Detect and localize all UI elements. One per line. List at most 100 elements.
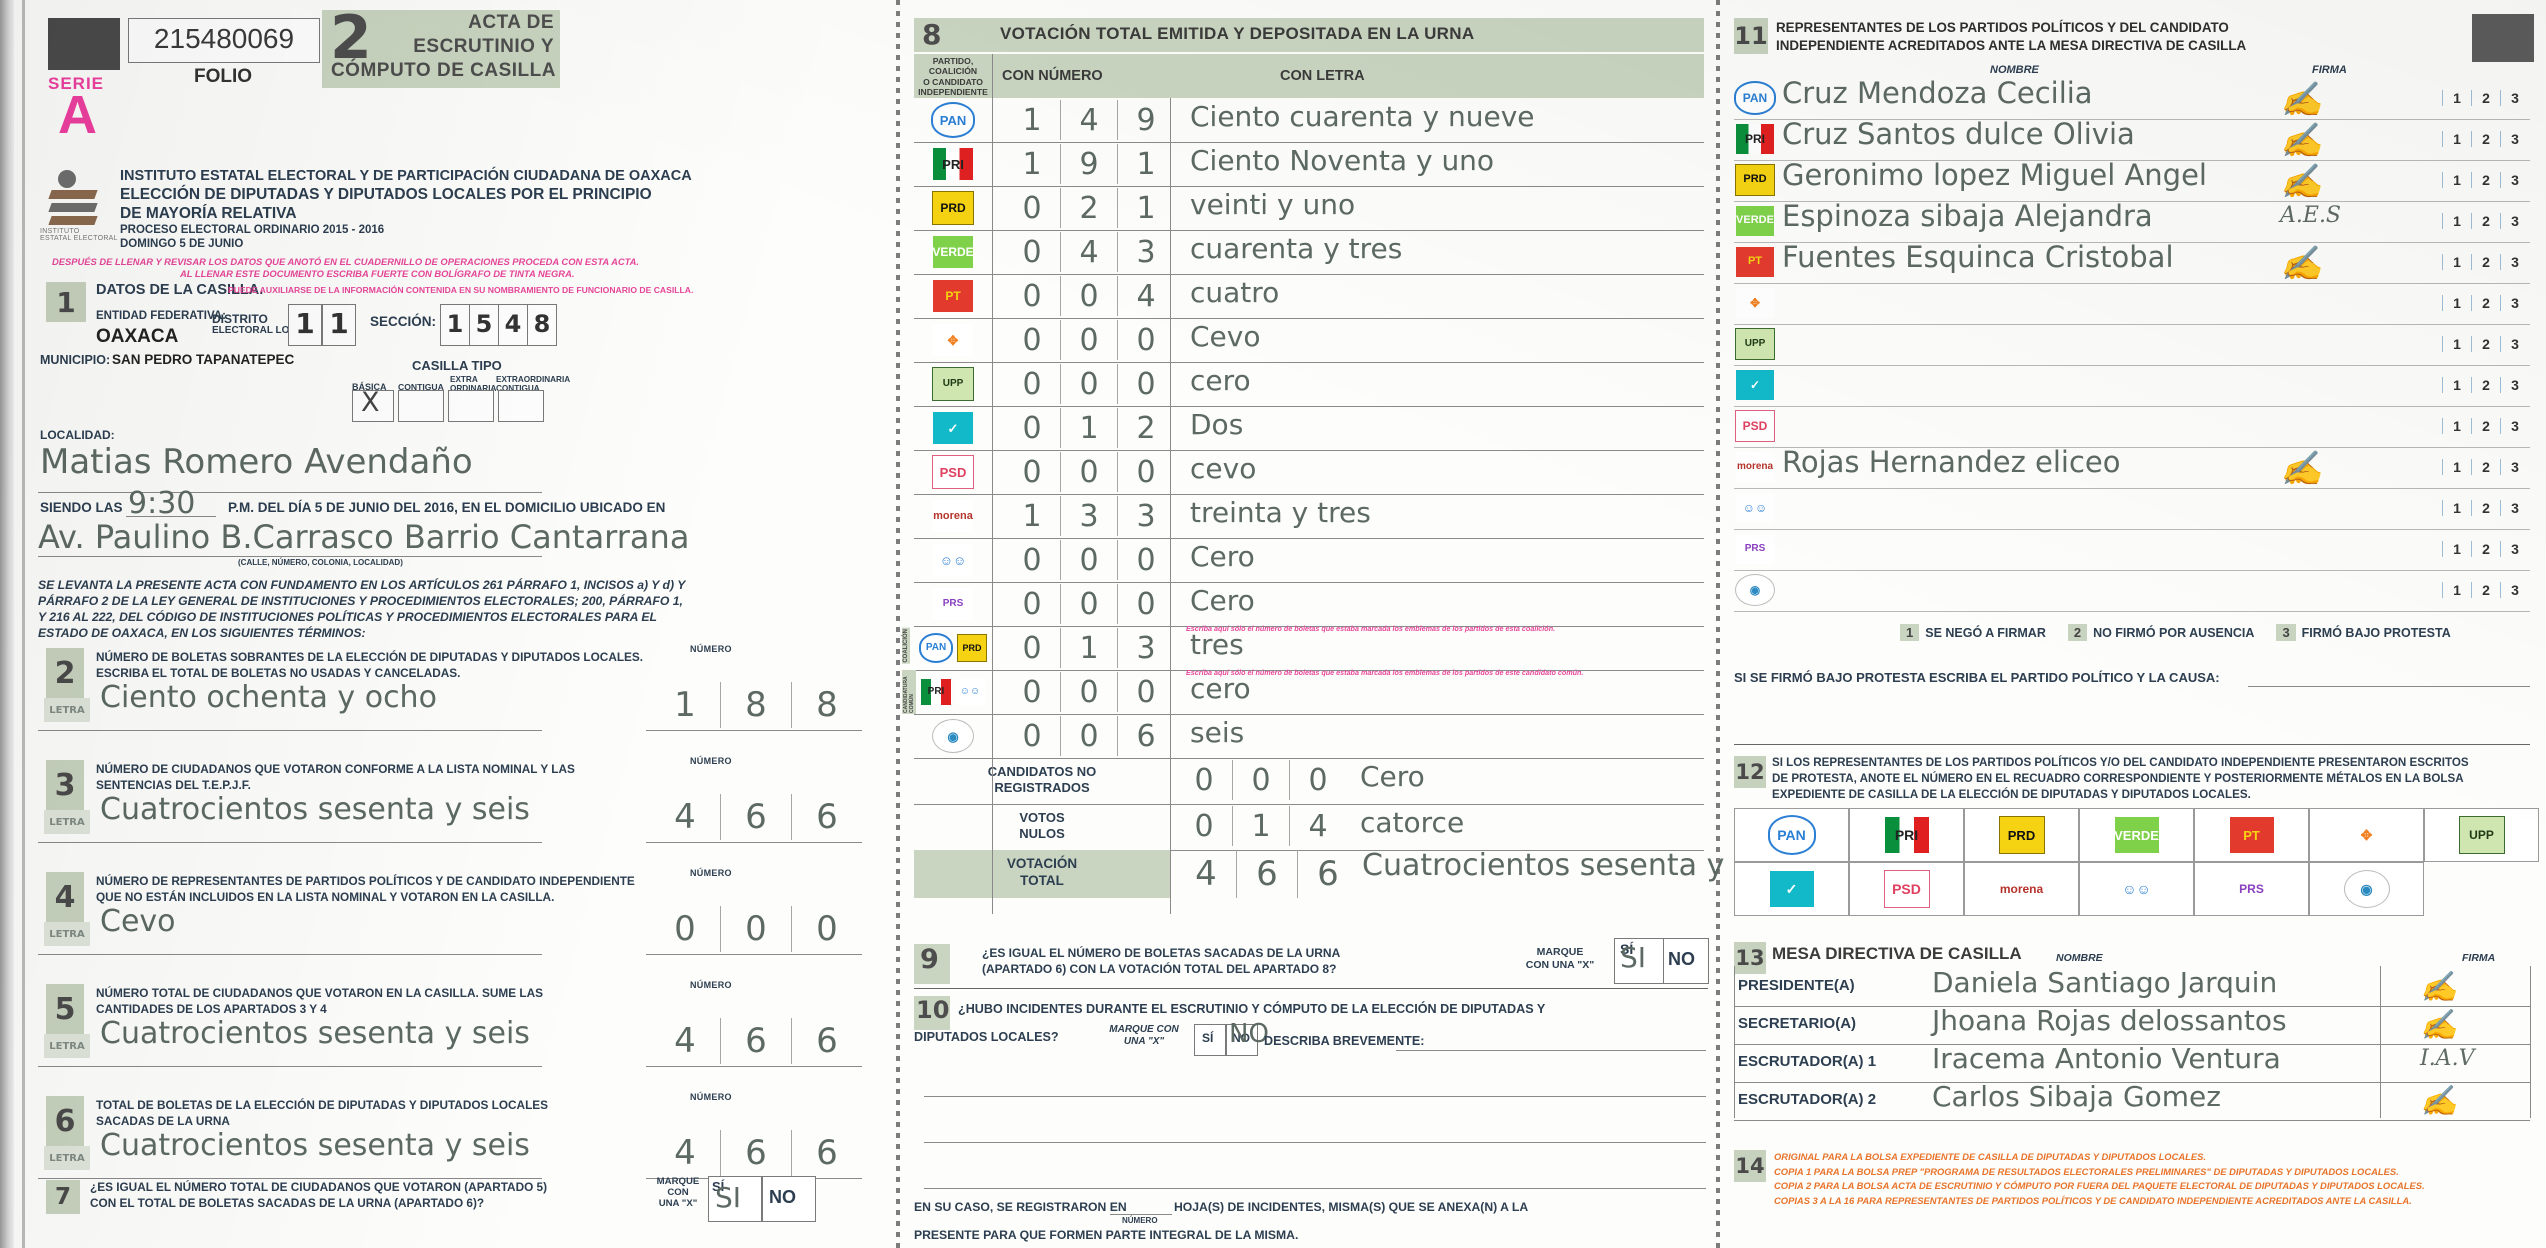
section-11-code-2[interactable]: 2 bbox=[2471, 131, 2500, 147]
section-11-code-1[interactable]: 1 bbox=[2442, 172, 2471, 188]
section-11-code-2[interactable]: 2 bbox=[2471, 500, 2500, 516]
section-11-code-1[interactable]: 1 bbox=[2442, 90, 2471, 106]
hora-value[interactable]: 9:30 bbox=[128, 486, 196, 521]
section-12-box-verde[interactable]: VERDE bbox=[2079, 808, 2194, 862]
section-8-row-4-letra[interactable]: cuatro bbox=[1190, 276, 1280, 309]
section-11-code-3[interactable]: 3 bbox=[2500, 295, 2529, 311]
section-13-nombre-1[interactable]: Jhoana Rojas delossantos bbox=[1932, 1004, 2287, 1037]
section-10-no-box[interactable]: NO NO bbox=[1226, 1019, 1269, 1056]
section-2-letra-value[interactable]: Ciento ochenta y ocho bbox=[100, 680, 437, 715]
section-12-box-indep[interactable]: ◉ bbox=[2309, 862, 2424, 916]
section-13-nombre-2[interactable]: Iracema Antonio Ventura bbox=[1932, 1042, 2281, 1075]
section-11-code-3[interactable]: 3 bbox=[2500, 500, 2529, 516]
section-8-row-2-letra[interactable]: veinti y uno bbox=[1190, 188, 1356, 221]
casilla-tipo-3-box[interactable] bbox=[498, 390, 544, 422]
section-11-code-1[interactable]: 1 bbox=[2442, 541, 2471, 557]
section-11-code-3[interactable]: 3 bbox=[2500, 254, 2529, 270]
section-11-code-3[interactable]: 3 bbox=[2500, 172, 2529, 188]
section-8-candidatos-no-registrados-letra[interactable]: Cero bbox=[1360, 760, 1425, 793]
section-11-code-3[interactable]: 3 bbox=[2500, 90, 2529, 106]
section-12-box-pt[interactable]: PT bbox=[2194, 808, 2309, 862]
section-12-box-upp[interactable]: UPP bbox=[2424, 808, 2539, 862]
section-8-row-7-letra[interactable]: Dos bbox=[1190, 408, 1244, 441]
section-11-nombre-4[interactable]: Fuentes Esquinca Cristobal bbox=[1782, 240, 2174, 274]
section-4-letra-value[interactable]: Cevo bbox=[100, 904, 176, 939]
section-11-code-3[interactable]: 3 bbox=[2500, 131, 2529, 147]
section-12-box-es[interactable]: ☺☺ bbox=[2079, 862, 2194, 916]
section-13-firma-2[interactable]: I.A.V bbox=[2420, 1046, 2475, 1071]
domicilio-value[interactable]: Av. Paulino B.Carrasco Barrio Cantarrana bbox=[38, 518, 690, 556]
folio-box[interactable]: 215480069 bbox=[128, 18, 320, 63]
distrito-digit-1[interactable]: 1 bbox=[322, 304, 356, 346]
section-8-votos-nulos-letra[interactable]: catorce bbox=[1360, 806, 1465, 839]
section-12-box-prs[interactable]: PRS bbox=[2194, 862, 2309, 916]
section-12-box-mc[interactable]: ✥ bbox=[2309, 808, 2424, 862]
section-11-firma-0[interactable]: ✍ bbox=[2280, 80, 2323, 120]
section-11-nombre-2[interactable]: Geronimo lopez Miguel Angel bbox=[1782, 158, 2207, 192]
section-8-row-11-letra[interactable]: Cero bbox=[1190, 584, 1255, 617]
localidad-value[interactable]: Matias Romero Avendaño bbox=[40, 442, 473, 482]
section-3-letra-value[interactable]: Cuatrocientos sesenta y seis bbox=[100, 792, 530, 827]
section-11-code-2[interactable]: 2 bbox=[2471, 459, 2500, 475]
seccion-digit-0[interactable]: 1 bbox=[440, 304, 470, 346]
section-11-code-1[interactable]: 1 bbox=[2442, 459, 2471, 475]
section-8-row-3-letra[interactable]: cuarenta y tres bbox=[1190, 232, 1403, 265]
section-13-firma-0[interactable]: ✍ bbox=[2420, 970, 2458, 1005]
section-11-code-2[interactable]: 2 bbox=[2471, 377, 2500, 393]
section-11-code-1[interactable]: 1 bbox=[2442, 418, 2471, 434]
section-11-firma-1[interactable]: ✍ bbox=[2280, 121, 2323, 161]
section-7-si-box[interactable]: SÍ SI bbox=[708, 1176, 762, 1222]
section-11-code-2[interactable]: 2 bbox=[2471, 172, 2500, 188]
section-11-firma-4[interactable]: ✍ bbox=[2280, 244, 2323, 284]
section-8-row-14-letra[interactable]: seis bbox=[1190, 716, 1245, 749]
section-11-code-2[interactable]: 2 bbox=[2471, 90, 2500, 106]
section-8-total-letra[interactable]: Cuatrocientos sesenta y seis bbox=[1362, 848, 1792, 883]
section-11-code-1[interactable]: 1 bbox=[2442, 582, 2471, 598]
seccion-digit-1[interactable]: 5 bbox=[469, 304, 499, 346]
section-11-code-1[interactable]: 1 bbox=[2442, 377, 2471, 393]
section-11-firma-9[interactable]: ✍ bbox=[2280, 449, 2323, 489]
distrito-digit-0[interactable]: 1 bbox=[288, 304, 322, 346]
section-8-row-12-letra[interactable]: tres bbox=[1190, 628, 1244, 661]
section-8-row-13-letra[interactable]: cero bbox=[1190, 672, 1251, 705]
section-11-code-3[interactable]: 3 bbox=[2500, 459, 2529, 475]
casilla-tipo-0-box[interactable]: X bbox=[352, 387, 394, 422]
section-11-code-3[interactable]: 3 bbox=[2500, 377, 2529, 393]
section-11-code-1[interactable]: 1 bbox=[2442, 131, 2471, 147]
section-8-row-1-letra[interactable]: Ciento Noventa y uno bbox=[1190, 144, 1495, 177]
section-13-nombre-0[interactable]: Daniela Santiago Jarquin bbox=[1932, 966, 2278, 999]
section-11-firma-2[interactable]: ✍ bbox=[2280, 162, 2323, 202]
section-11-nombre-9[interactable]: Rojas Hernandez eliceo bbox=[1782, 445, 2121, 479]
section-13-firma-1[interactable]: ✍ bbox=[2420, 1008, 2458, 1043]
section-10-si-box[interactable]: SÍ bbox=[1194, 1024, 1226, 1056]
section-11-code-3[interactable]: 3 bbox=[2500, 336, 2529, 352]
section-9-no-box[interactable]: NO bbox=[1664, 938, 1709, 984]
section-12-box-pan[interactable]: PAN bbox=[1734, 808, 1849, 862]
seccion-digit-3[interactable]: 8 bbox=[527, 304, 557, 346]
section-11-code-1[interactable]: 1 bbox=[2442, 500, 2471, 516]
